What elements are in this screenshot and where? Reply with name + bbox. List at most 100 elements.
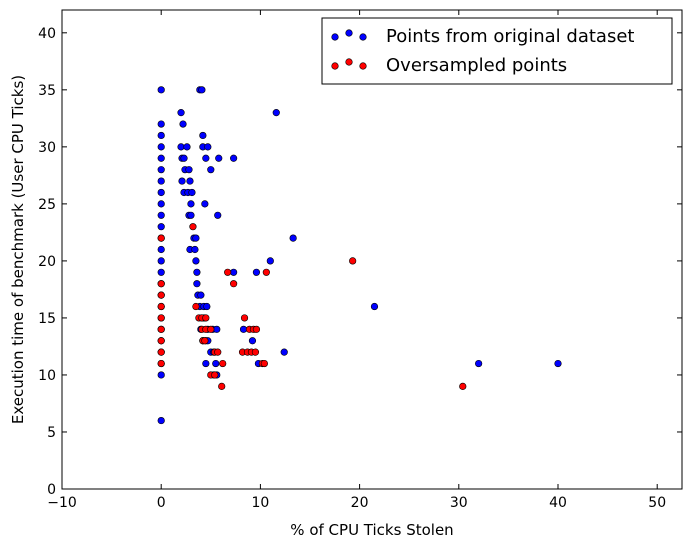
oversampled-point <box>157 291 165 299</box>
oversampled-point <box>157 348 165 356</box>
oversampled-point <box>211 371 219 379</box>
oversampled-point <box>202 314 210 322</box>
original-point <box>177 109 185 117</box>
oversampled-point <box>262 268 270 276</box>
original-point <box>183 143 191 151</box>
x-tick-label: 50 <box>648 495 666 511</box>
legend-marker <box>331 33 339 41</box>
original-point <box>193 280 201 288</box>
oversampled-point <box>218 382 226 390</box>
original-point <box>215 154 223 162</box>
oversampled-point <box>157 302 165 311</box>
x-tick-label: 30 <box>450 495 468 511</box>
y-tick-label: 15 <box>38 311 56 327</box>
original-point <box>178 177 186 185</box>
original-point <box>177 143 185 151</box>
oversampled-point <box>189 223 197 231</box>
y-tick-label: 35 <box>38 83 56 99</box>
original-point <box>185 166 193 174</box>
oversampled-point <box>157 337 165 345</box>
x-tick-label: −10 <box>47 495 77 511</box>
oversampled-point <box>192 302 200 311</box>
original-point <box>230 268 238 276</box>
oversampled-point <box>251 348 260 356</box>
original-point <box>157 223 165 231</box>
y-tick-label: 20 <box>38 254 56 270</box>
original-point <box>289 234 297 242</box>
original-point <box>239 325 248 333</box>
oversampled-point <box>224 268 232 276</box>
original-point <box>280 348 288 356</box>
original-point <box>212 359 220 368</box>
original-point <box>187 211 195 219</box>
original-point <box>214 211 222 219</box>
oversampled-point <box>157 314 165 322</box>
legend-entries: Points from original dataset Oversampled … <box>331 26 634 76</box>
plot-frame <box>61 9 683 490</box>
legend-marker <box>331 62 339 70</box>
legend-marker <box>345 58 353 66</box>
x-axis-label: % of CPU Ticks Stolen <box>290 521 453 539</box>
y-tick-label: 5 <box>47 425 56 441</box>
original-point <box>204 143 212 151</box>
original-point <box>187 200 195 208</box>
oversampled-point <box>219 359 227 368</box>
original-point <box>186 177 194 185</box>
oversampled-point <box>240 314 249 322</box>
original-point <box>157 154 165 162</box>
legend-marker <box>359 33 367 41</box>
original-point <box>157 131 165 140</box>
original-point <box>272 109 280 117</box>
x-tick-label: 0 <box>157 495 166 511</box>
original-point <box>192 234 200 242</box>
original-point <box>157 200 165 208</box>
original-point <box>266 257 274 265</box>
oversampled-point <box>157 280 165 288</box>
original-point <box>157 188 165 197</box>
legend-entry-label: Oversampled points <box>386 55 567 76</box>
original-point <box>213 325 221 333</box>
original-point <box>192 257 200 265</box>
oversampled-point <box>157 325 165 333</box>
original-point <box>157 245 165 254</box>
original-point <box>179 120 187 128</box>
x-tick-label: 40 <box>549 495 567 511</box>
legend-marker <box>345 29 353 37</box>
original-point <box>554 359 562 368</box>
original-point <box>193 268 201 276</box>
legend-box <box>321 17 673 85</box>
oversampled-point <box>349 257 357 265</box>
original-point <box>157 120 165 128</box>
original-point <box>475 359 483 368</box>
oversampled-point <box>207 325 215 333</box>
oversampled-point <box>459 382 467 390</box>
original-point <box>197 291 205 299</box>
original-point <box>191 245 199 254</box>
original-point <box>248 337 257 345</box>
original-point <box>203 302 211 311</box>
original-point <box>188 188 196 197</box>
y-tick-label: 10 <box>38 368 56 384</box>
original-point <box>202 154 210 162</box>
y-tick-label: 0 <box>47 482 56 498</box>
original-point <box>207 166 215 174</box>
x-tick-label: 10 <box>251 495 269 511</box>
original-point <box>157 416 165 425</box>
y-axis-label: Execution time of benchmark (User CPU Ti… <box>9 75 27 424</box>
y-tick-label: 25 <box>38 197 56 213</box>
original-point <box>230 154 238 162</box>
legend-entry-label: Points from original dataset <box>386 26 634 47</box>
points-layer <box>157 86 562 425</box>
original-point <box>157 257 165 265</box>
y-tick-label: 40 <box>38 26 56 42</box>
original-point <box>157 143 165 151</box>
oversampled-point <box>214 348 222 356</box>
original-point <box>201 200 209 208</box>
original-point <box>252 268 261 276</box>
oversampled-point <box>157 234 165 242</box>
oversampled-point <box>157 359 165 368</box>
legend: Points from original dataset Oversampled … <box>321 17 673 85</box>
original-point <box>157 371 165 379</box>
